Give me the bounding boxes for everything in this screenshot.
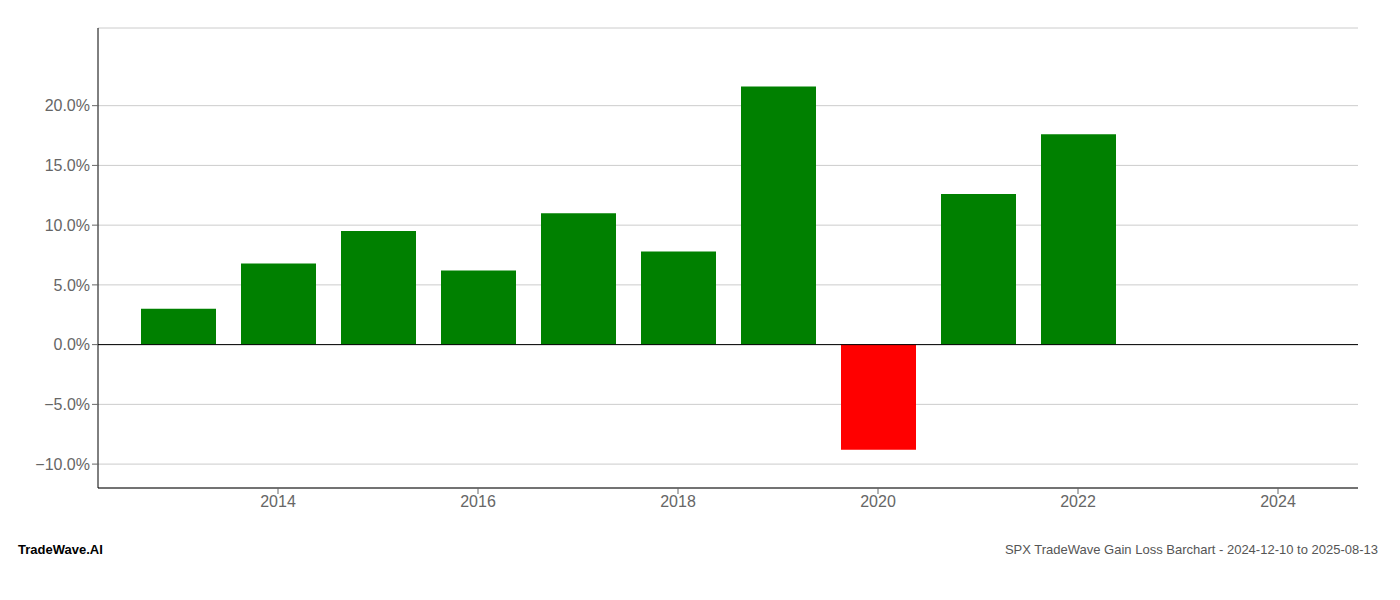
svg-text:2022: 2022 xyxy=(1060,493,1096,510)
svg-text:2016: 2016 xyxy=(460,493,496,510)
svg-text:−5.0%: −5.0% xyxy=(44,396,90,413)
svg-text:15.0%: 15.0% xyxy=(45,157,90,174)
svg-text:−10.0%: −10.0% xyxy=(35,456,90,473)
svg-text:2020: 2020 xyxy=(860,493,896,510)
svg-text:2018: 2018 xyxy=(660,493,696,510)
svg-text:20.0%: 20.0% xyxy=(45,97,90,114)
svg-text:2014: 2014 xyxy=(260,493,296,510)
svg-text:5.0%: 5.0% xyxy=(54,277,90,294)
html-text:SPX TradeWave Gain Loss Barcha: SPX TradeWave Gain Loss Barchart - 2024-… xyxy=(1004,542,1378,557)
html-text:TradeWave.AI: TradeWave.AI xyxy=(18,542,103,557)
svg-text:0.0%: 0.0% xyxy=(54,336,90,353)
svg-text:2024: 2024 xyxy=(1260,493,1296,510)
svg-text:10.0%: 10.0% xyxy=(45,217,90,234)
